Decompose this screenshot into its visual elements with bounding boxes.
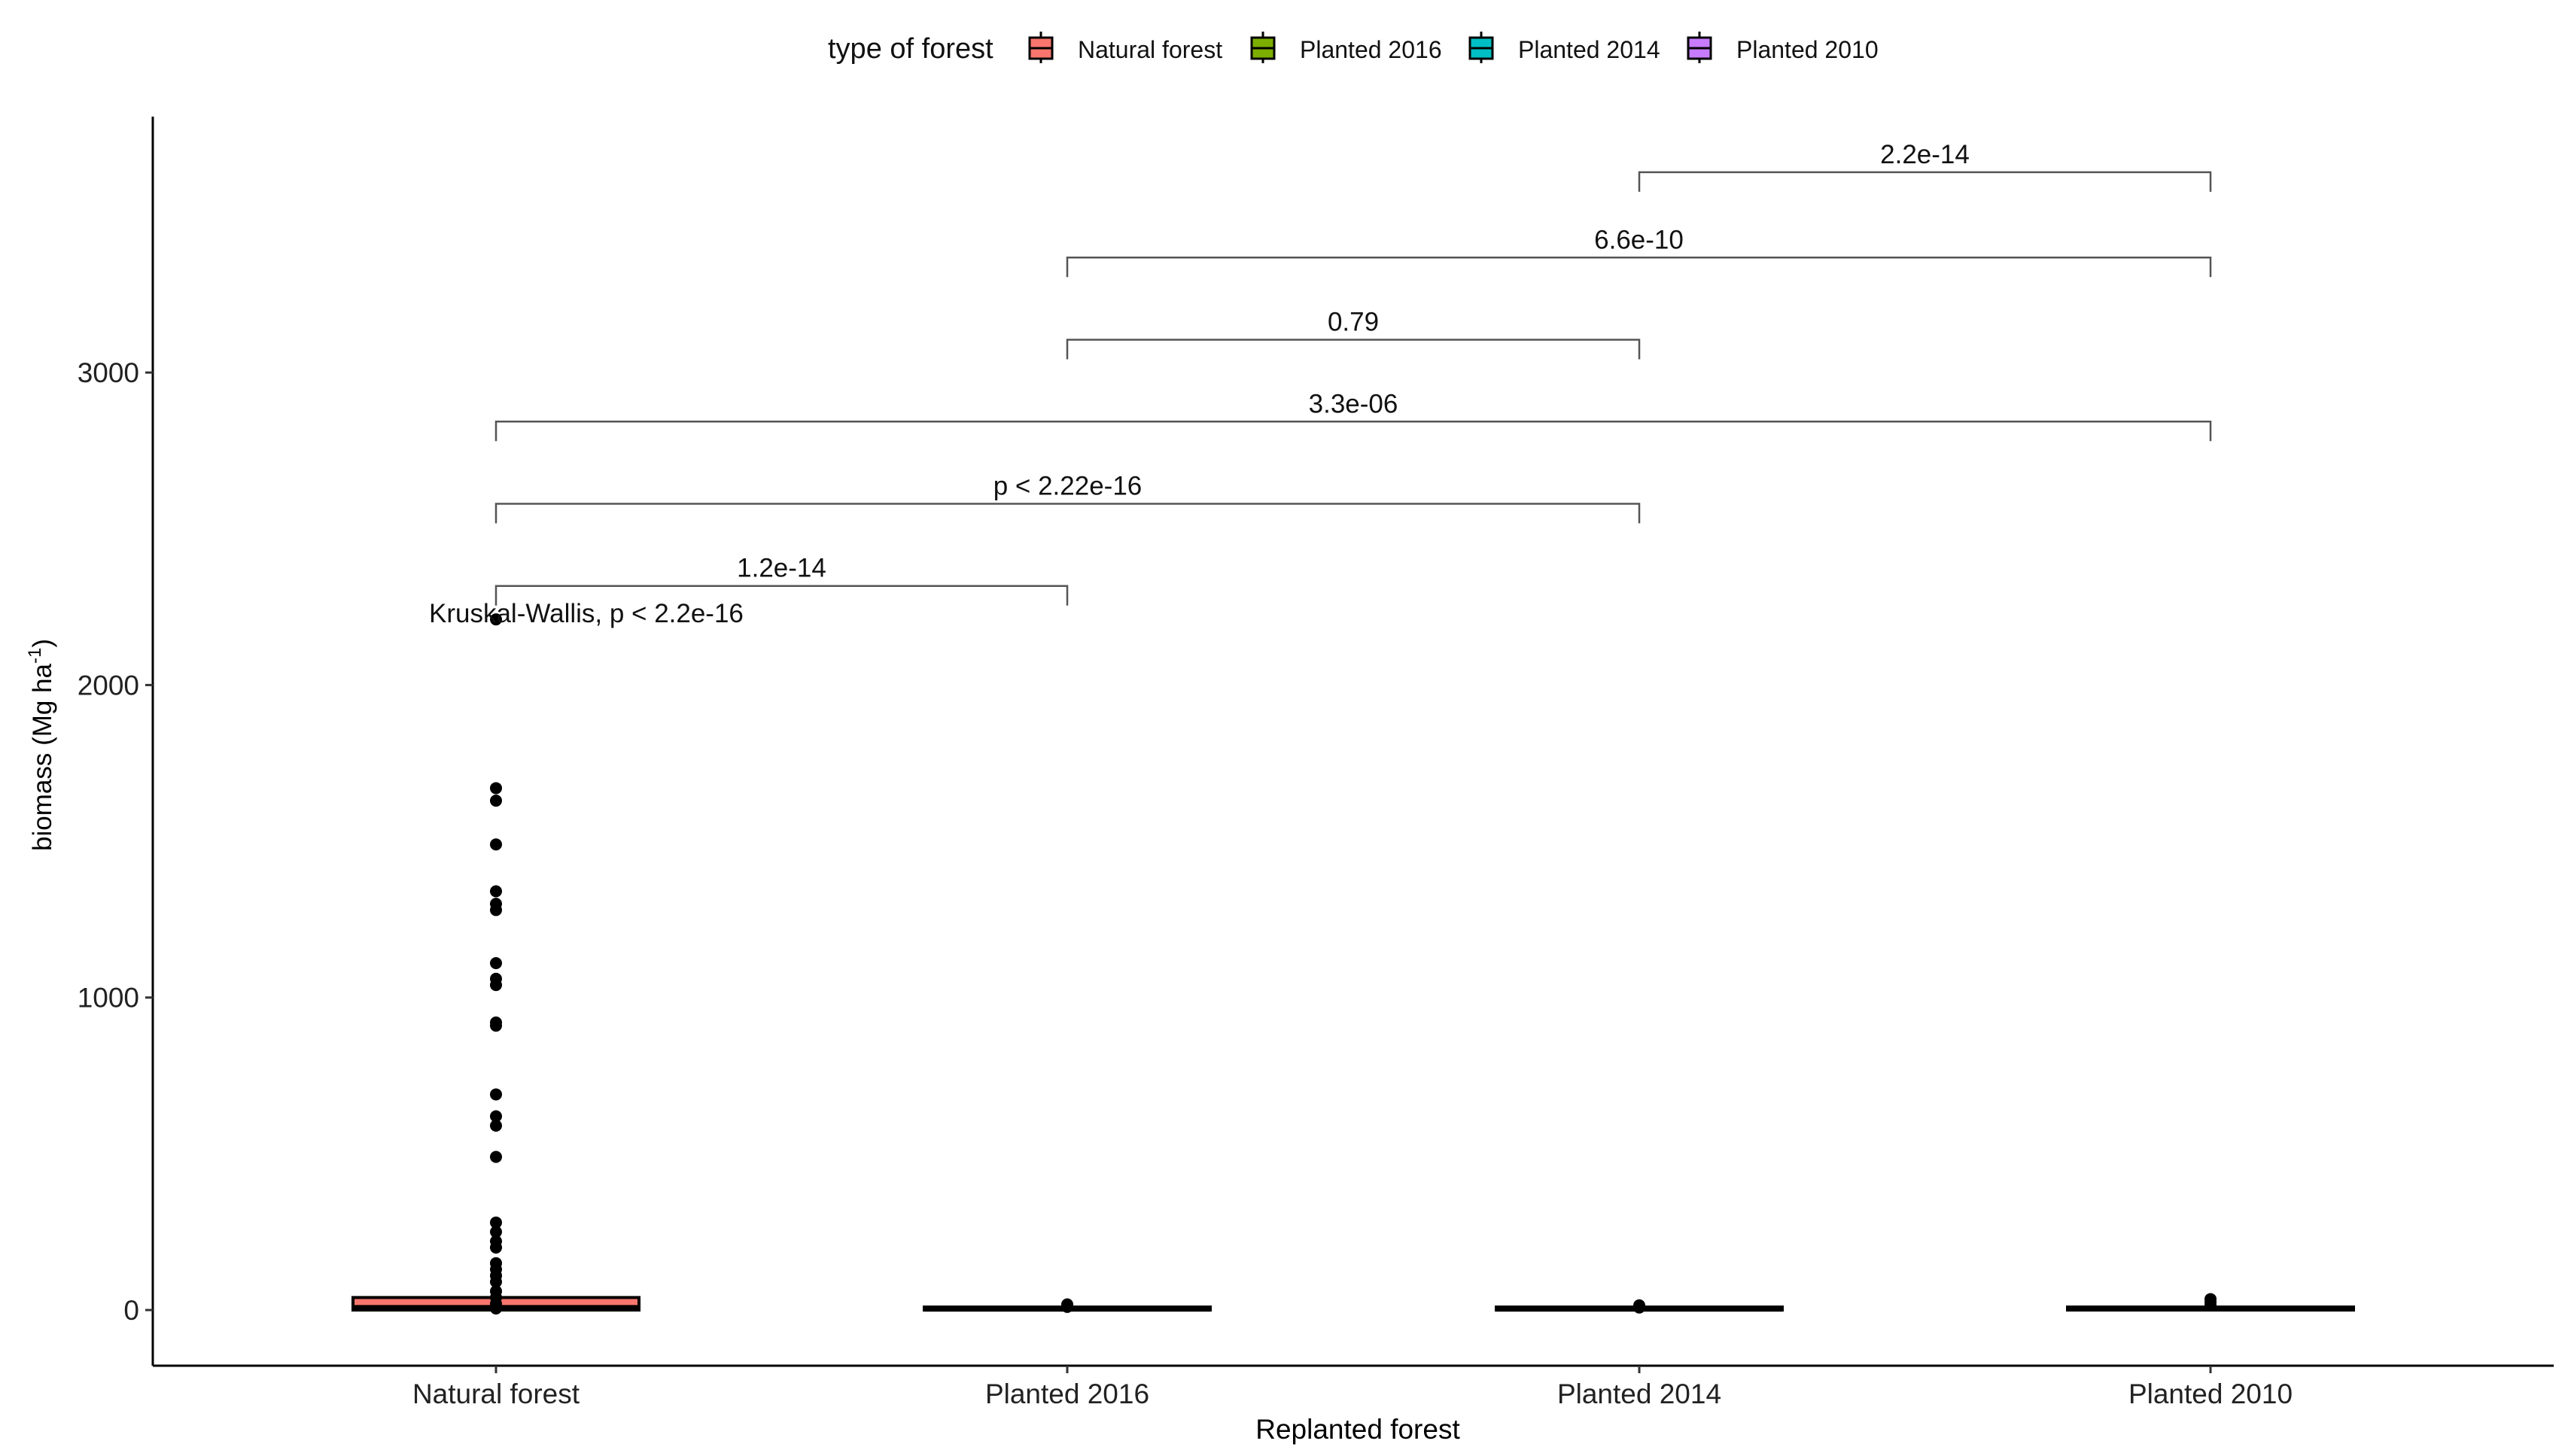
outlier-point (490, 1110, 502, 1123)
outlier-point (490, 1275, 502, 1288)
legend-label: Planted 2016 (1300, 36, 1442, 63)
outlier-point (1633, 1299, 1645, 1312)
y-tick-label: 2000 (78, 670, 139, 701)
p-value-label: 6.6e-10 (1594, 225, 1684, 254)
legend-label: Planted 2010 (1736, 36, 1879, 63)
comparison-bracket (1066, 257, 2212, 278)
p-value-label: 2.2e-14 (1880, 140, 1970, 169)
y-tick-label: 1000 (78, 983, 139, 1014)
legend-label: Planted 2014 (1518, 36, 1660, 63)
y-axis-title: biomass (Mg ha-1) (25, 639, 57, 851)
x-tick-label: Planted 2010 (2128, 1378, 2293, 1409)
outlier-point (490, 613, 502, 626)
outlier-point (490, 1020, 502, 1032)
outlier-point (490, 904, 502, 916)
outlier-point (490, 1151, 502, 1163)
outlier-point (490, 795, 502, 807)
outlier-point (490, 979, 502, 992)
comparison-bracket (494, 503, 1641, 524)
outlier-point (490, 838, 502, 851)
x-tick-label: Natural forest (412, 1378, 580, 1409)
outlier-point (490, 1302, 502, 1315)
outlier-point (490, 782, 502, 795)
outlier-point (490, 1119, 502, 1132)
y-tick-label: 3000 (78, 357, 139, 388)
outlier-point (490, 957, 502, 970)
outlier-point (2204, 1293, 2217, 1306)
outlier-point (1061, 1298, 1073, 1311)
comparison-bracket (1066, 339, 1641, 360)
comparison-bracket (494, 585, 1069, 606)
legend-title: type of forest (828, 33, 993, 65)
p-value-label: 3.3e-06 (1309, 389, 1398, 418)
outlier-point (490, 885, 502, 898)
kruskal-wallis-annotation: Kruskal-Wallis, p < 2.2e-16 (429, 599, 744, 628)
x-axis-title: Replanted forest (1255, 1414, 1460, 1445)
outlier-point (490, 1216, 502, 1229)
p-value-label: 1.2e-14 (737, 554, 826, 583)
plot-area: 0 1000 2000 3000 Natural forest Planted 2016 P… (78, 117, 2554, 1409)
comparison-bracket (1638, 171, 2212, 192)
outlier-point (490, 1241, 502, 1254)
legend: type of forest Natural forest Planted 2016… (828, 32, 1879, 65)
p-value-label: 0.79 (1328, 307, 1379, 336)
outlier-point (490, 1226, 502, 1239)
x-tick-label: Planted 2016 (985, 1378, 1149, 1409)
legend-label: Natural forest (1078, 36, 1222, 63)
p-value-label: p < 2.22e-16 (993, 472, 1143, 501)
x-tick-label: Planted 2014 (1557, 1378, 1721, 1409)
comparison-bracket (494, 421, 2212, 442)
y-tick-label: 0 (123, 1295, 139, 1326)
outlier-point (490, 1088, 502, 1101)
